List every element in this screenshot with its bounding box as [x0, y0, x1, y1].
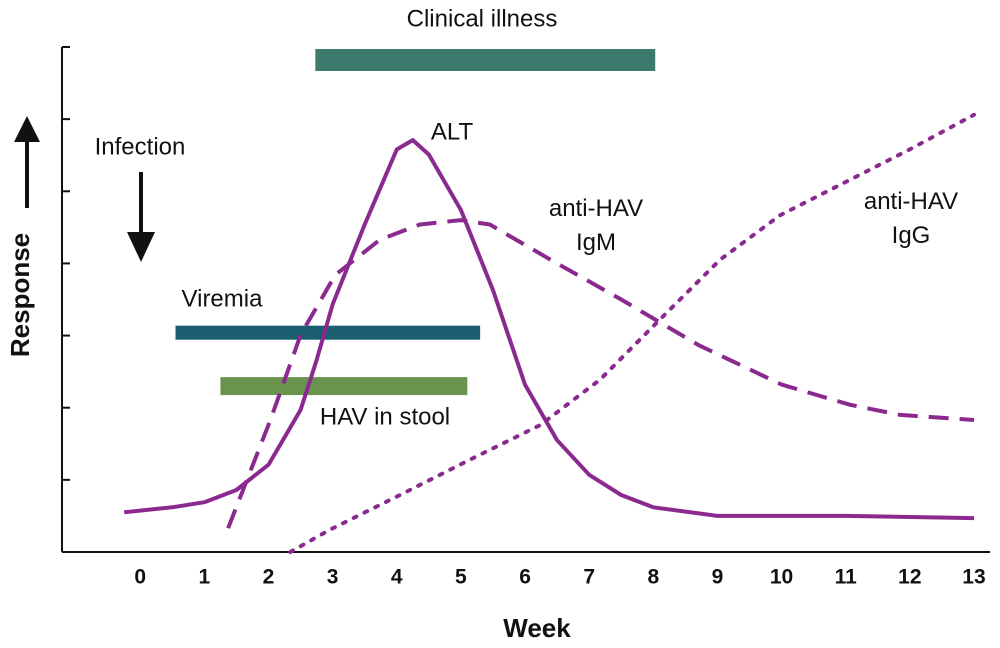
x-tick-label: 2	[263, 566, 275, 589]
interval-label: HAV in stool	[320, 403, 450, 430]
x-tick-label: 6	[519, 566, 531, 589]
x-tick-label: 0	[134, 566, 146, 589]
x-tick-label: 10	[770, 566, 793, 589]
x-tick-label: 4	[391, 566, 403, 589]
y-axis-label: Response	[5, 233, 35, 357]
annotation: Infection	[95, 133, 186, 160]
x-tick-label: 12	[898, 566, 921, 589]
series-label: anti-HAV IgG	[864, 188, 958, 249]
series-line	[288, 112, 976, 554]
x-tick-label: 3	[327, 566, 339, 589]
x-tick-label: 13	[962, 566, 985, 589]
series-label: ALT	[431, 118, 474, 145]
series-line	[123, 138, 975, 521]
x-tick-label: 8	[647, 566, 659, 589]
interval-label: Clinical illness	[407, 5, 558, 32]
interval-bar	[220, 377, 468, 396]
series-label: anti-HAV IgM	[549, 195, 643, 256]
infection-arrow	[127, 172, 155, 262]
x-tick-label: 7	[583, 566, 595, 589]
interval-bar	[175, 325, 481, 340]
series-line	[226, 218, 975, 529]
interval-label: Viremia	[182, 285, 264, 312]
x-tick-label: 5	[455, 566, 467, 589]
x-tick-label: 1	[199, 566, 211, 589]
x-axis-label: Week	[503, 613, 571, 643]
x-tick-label: 11	[835, 566, 858, 589]
interval-bar	[315, 48, 656, 71]
x-tick-label: 9	[712, 566, 724, 589]
y-arrow	[14, 116, 40, 208]
